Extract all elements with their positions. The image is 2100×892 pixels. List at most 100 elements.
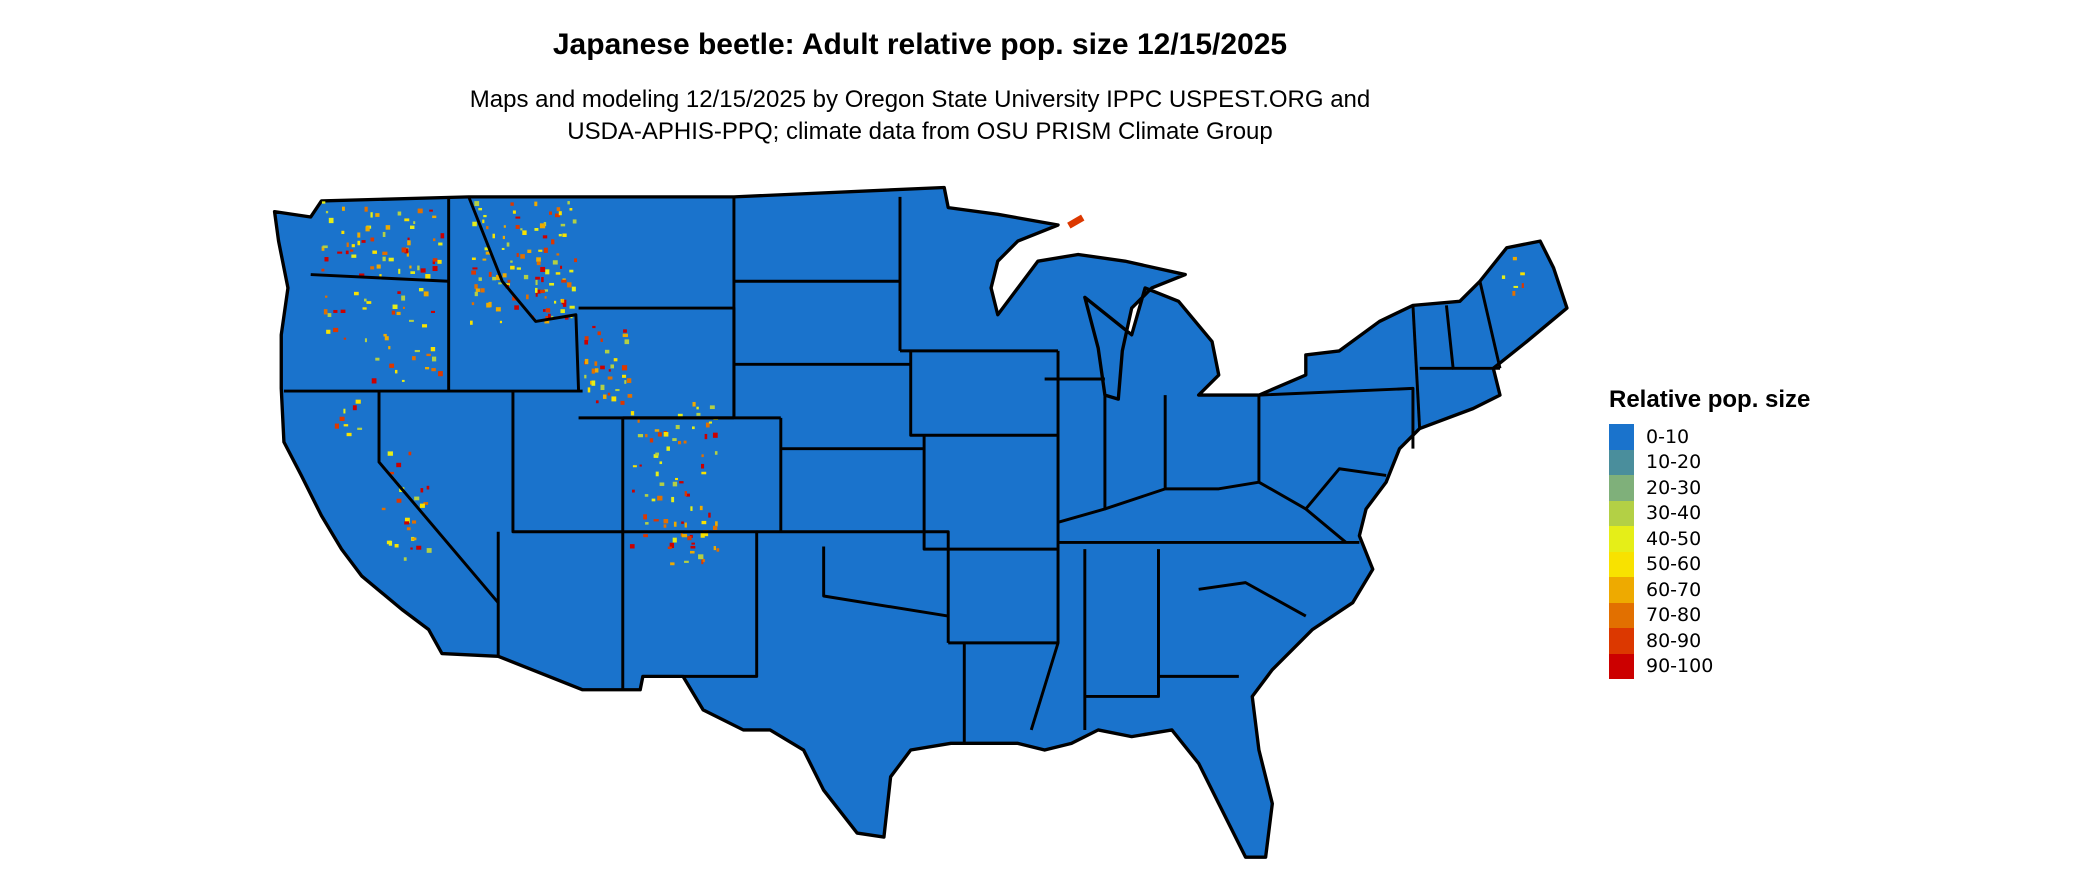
hotspot-cell xyxy=(630,411,635,416)
hotspot-cell xyxy=(556,207,561,212)
hotspot-cell xyxy=(690,506,693,511)
hotspot-cell xyxy=(484,247,489,251)
hotspot-cell xyxy=(703,533,709,537)
hotspot-cell xyxy=(370,237,375,242)
hotspot-cell xyxy=(611,396,617,402)
hotspot-cell xyxy=(472,221,477,227)
legend-label: 80-90 xyxy=(1646,629,1702,652)
hotspot-cell xyxy=(705,422,710,428)
hotspot-cell xyxy=(334,423,339,429)
legend-item: 60-70 xyxy=(1609,577,1810,603)
hotspot-cell xyxy=(681,533,688,538)
hotspot-cell xyxy=(510,202,514,206)
hotspot-cell xyxy=(541,277,544,283)
hotspot-cell xyxy=(569,305,575,309)
hotspot-cell xyxy=(325,295,328,298)
hotspot-cell xyxy=(339,416,345,422)
legend-title: Relative pop. size xyxy=(1609,386,1811,413)
hotspot-cell xyxy=(644,494,649,497)
hotspot-cell xyxy=(542,309,546,312)
hotspot-cell xyxy=(704,433,708,440)
hotspot-cell xyxy=(413,221,416,225)
hotspot-cell xyxy=(478,207,483,211)
hotspot-cell xyxy=(474,284,478,289)
hotspot-cell xyxy=(567,201,570,205)
hotspot-cell xyxy=(438,371,443,377)
hotspot-cell xyxy=(677,413,683,417)
hotspot-cell xyxy=(657,432,662,437)
hotspot-cell xyxy=(622,374,627,378)
hotspot-cell xyxy=(412,356,416,361)
hotspot-cell xyxy=(535,287,538,293)
hotspot-cell xyxy=(387,451,393,456)
hotspot-cell xyxy=(420,268,426,273)
legend-swatch xyxy=(1609,653,1634,679)
hotspot-cell xyxy=(410,271,416,274)
legend-swatch xyxy=(1609,424,1634,450)
hotspot-cell xyxy=(645,434,648,438)
hotspot-cell xyxy=(351,254,357,258)
hotspot-cell xyxy=(692,426,695,430)
hotspot-cell xyxy=(681,521,684,524)
hotspot-cell xyxy=(357,427,363,430)
hotspot-cell xyxy=(379,274,382,278)
hotspot-cell xyxy=(325,210,329,214)
legend-item: 30-40 xyxy=(1609,500,1810,526)
hotspot-cell xyxy=(520,228,523,231)
hotspot-cell xyxy=(421,324,428,328)
hotspot-cell xyxy=(712,432,718,438)
hotspot-cell xyxy=(645,522,649,525)
hotspot-cell xyxy=(600,338,603,342)
hotspot-cell xyxy=(321,246,325,251)
hotspot-cell xyxy=(475,288,480,292)
hotspot-cell xyxy=(536,261,541,266)
hotspot-cell xyxy=(496,274,500,281)
hotspot-cell xyxy=(388,346,391,350)
hotspot-cell xyxy=(431,368,436,372)
hotspot-cell xyxy=(351,244,355,248)
hotspot-cell xyxy=(406,527,411,531)
legend-swatch xyxy=(1609,551,1634,577)
hotspot-cell xyxy=(503,225,506,228)
hotspot-cell xyxy=(629,544,635,549)
hotspot-cell xyxy=(403,557,407,561)
hotspot-cell xyxy=(410,547,413,550)
hotspot-cell xyxy=(488,271,492,277)
hotspot-cell xyxy=(385,225,391,230)
hotspot-cell xyxy=(355,399,361,404)
hotspot-cell xyxy=(382,251,388,255)
hotspot-cell xyxy=(561,279,567,283)
hotspot-cell xyxy=(512,210,516,214)
legend-label: 20-30 xyxy=(1646,476,1702,499)
hotspot-cell xyxy=(667,546,672,550)
hotspot-cell xyxy=(623,329,627,333)
hotspot-cell xyxy=(432,215,437,219)
hotspot-cell xyxy=(584,374,587,379)
hotspot-cell xyxy=(683,440,687,444)
hotspot-cell xyxy=(591,380,596,386)
hotspot-cell xyxy=(414,496,420,501)
hotspot-cell xyxy=(372,250,377,254)
hotspot-cell xyxy=(404,218,410,222)
hotspot-cell xyxy=(692,402,696,407)
hotspot-cell xyxy=(594,361,598,366)
hotspot-cell xyxy=(404,248,409,254)
legend-item: 70-80 xyxy=(1609,602,1810,628)
hotspot-cell xyxy=(430,347,436,352)
hotspot-cell xyxy=(514,305,519,310)
hotspot-cell xyxy=(620,400,625,405)
legend-item: 90-100 xyxy=(1609,653,1810,679)
hotspot-cell xyxy=(486,302,491,308)
hotspot-cell xyxy=(539,223,546,229)
hotspot-cell xyxy=(486,226,489,230)
hotspot-cell xyxy=(526,294,529,300)
hotspot-cell xyxy=(535,276,540,280)
legend-item: 20-30 xyxy=(1609,475,1810,501)
hotspot-cell xyxy=(516,267,521,270)
hotspot-cell xyxy=(561,298,565,303)
hotspot-cell xyxy=(515,216,521,219)
conus-outline xyxy=(272,185,1569,859)
hotspot-cell xyxy=(426,353,431,357)
hotspot-cell xyxy=(341,206,345,211)
